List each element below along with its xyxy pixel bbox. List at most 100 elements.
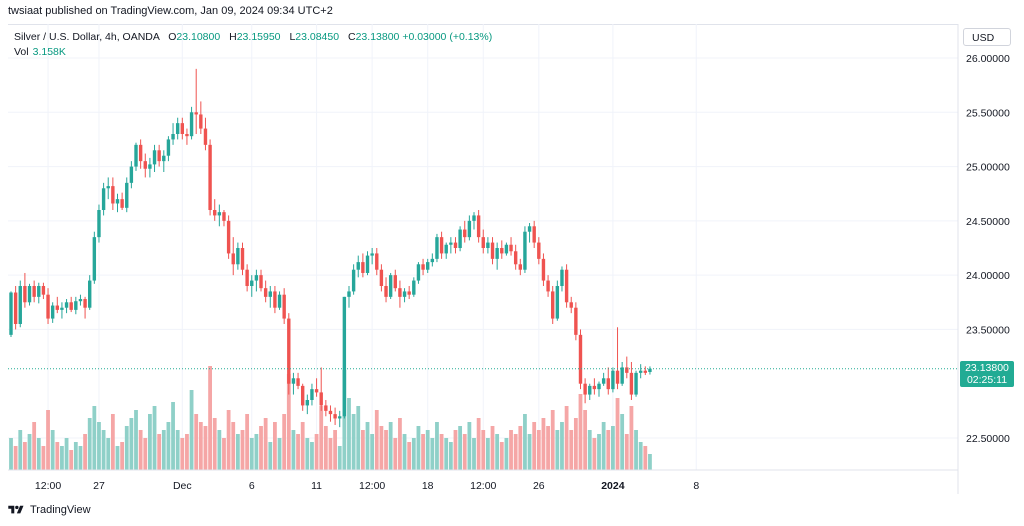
candle-body xyxy=(601,378,606,384)
volume-bar xyxy=(300,422,305,470)
volume-bar xyxy=(185,434,189,470)
candle-body xyxy=(55,305,59,310)
volume-bar xyxy=(527,434,532,470)
volume-bar xyxy=(157,434,162,470)
volume-bar xyxy=(277,438,282,470)
volume-bar xyxy=(69,450,74,470)
candle-body xyxy=(268,291,272,297)
candle-body xyxy=(236,248,240,265)
volume-bar xyxy=(41,446,46,470)
candle-body xyxy=(226,220,231,254)
legend-volume-row: Vol 3.158K xyxy=(14,45,492,60)
volume-bar xyxy=(268,442,273,470)
candle-body xyxy=(365,255,370,273)
candle-body xyxy=(83,299,87,308)
volume-bar xyxy=(319,406,324,470)
volume-bar xyxy=(328,438,333,470)
volume-bar xyxy=(407,442,412,470)
volume-bar xyxy=(148,414,152,470)
volume-bar xyxy=(231,422,236,470)
candle-body xyxy=(643,370,648,373)
candle-body xyxy=(398,288,402,297)
volume-bars xyxy=(9,366,652,470)
volume-bar xyxy=(124,426,129,470)
volume-bar xyxy=(97,422,101,470)
volume-bar xyxy=(597,434,601,470)
volume-bar xyxy=(360,430,365,470)
candle-body xyxy=(569,302,573,308)
volume-bar xyxy=(337,446,342,470)
y-tick-label: 24.00000 xyxy=(966,270,1010,282)
candle-body xyxy=(287,318,291,384)
volume-bar xyxy=(615,398,620,470)
volume-bar xyxy=(78,446,83,470)
candle-body xyxy=(606,378,610,390)
last-price-value: 23.13800 xyxy=(965,361,1009,374)
volume-bar xyxy=(573,418,578,470)
volume-bar xyxy=(235,434,240,470)
volume-bar xyxy=(249,438,254,470)
candle-body xyxy=(421,264,425,270)
candle-body xyxy=(208,144,212,210)
candle-body xyxy=(74,301,78,310)
candle-body xyxy=(199,114,203,129)
volume-bar xyxy=(180,438,185,470)
candle-body xyxy=(171,134,175,140)
candle-body xyxy=(203,128,208,145)
volume-bar xyxy=(138,430,143,470)
candle-body xyxy=(611,370,615,390)
high-label: H xyxy=(229,31,237,43)
volume-bar xyxy=(129,418,134,470)
legend-symbol: Silver / U.S. Dollar, 4h, OANDA xyxy=(14,31,160,43)
candle-body xyxy=(551,291,555,319)
candle-body xyxy=(222,212,226,221)
volume-bar xyxy=(569,430,574,470)
volume-bar xyxy=(648,454,652,470)
x-tick-label: 26 xyxy=(533,480,545,492)
candle-body xyxy=(597,383,601,390)
volume-bar xyxy=(611,426,615,470)
x-axis-ticks: 12:00 27 Dec 6 11 12:00 18 12:00 26 2024 8 xyxy=(35,480,699,492)
candle-body xyxy=(638,370,643,373)
candle-body xyxy=(453,242,458,248)
volume-bar xyxy=(458,426,463,470)
candle-body xyxy=(523,231,527,270)
y-tick-label: 25.00000 xyxy=(966,162,1010,174)
candle-body xyxy=(162,155,166,162)
volume-bar xyxy=(161,430,166,470)
volume-bar xyxy=(55,442,60,470)
candle-body xyxy=(245,269,249,286)
volume-bar xyxy=(92,406,97,470)
candle-body xyxy=(185,134,189,137)
candle-body xyxy=(388,275,393,297)
volume-bar xyxy=(27,434,32,470)
footer-brand[interactable]: TradingView xyxy=(8,504,91,516)
legend-ohlc-row: Silver / U.S. Dollar, 4h, OANDA O23.1080… xyxy=(14,30,492,45)
volume-bar xyxy=(208,366,212,470)
volume-bar xyxy=(388,422,393,470)
volume-bar xyxy=(347,398,351,470)
candle-body xyxy=(46,294,50,319)
volume-bar xyxy=(314,434,319,470)
x-tick-label: 12:00 xyxy=(470,480,496,492)
volume-bar xyxy=(509,430,513,470)
volume-bar xyxy=(22,442,27,470)
currency-button[interactable]: USD xyxy=(963,28,1011,46)
candle-body xyxy=(166,139,171,156)
candle-body xyxy=(356,262,360,270)
candle-body xyxy=(88,280,92,308)
candle-body xyxy=(412,280,416,295)
candle-body xyxy=(138,144,143,162)
candle-body xyxy=(583,383,587,395)
candle-body xyxy=(111,186,115,204)
candle-body xyxy=(467,220,472,238)
volume-bar xyxy=(421,434,425,470)
candle-body xyxy=(106,186,110,189)
low-label: L xyxy=(289,31,296,43)
close-value: 23.13800 xyxy=(355,31,400,43)
candle-body xyxy=(333,414,337,419)
candle-body xyxy=(92,237,97,281)
x-tick-label: 6 xyxy=(249,480,255,492)
volume-bar xyxy=(370,434,375,470)
